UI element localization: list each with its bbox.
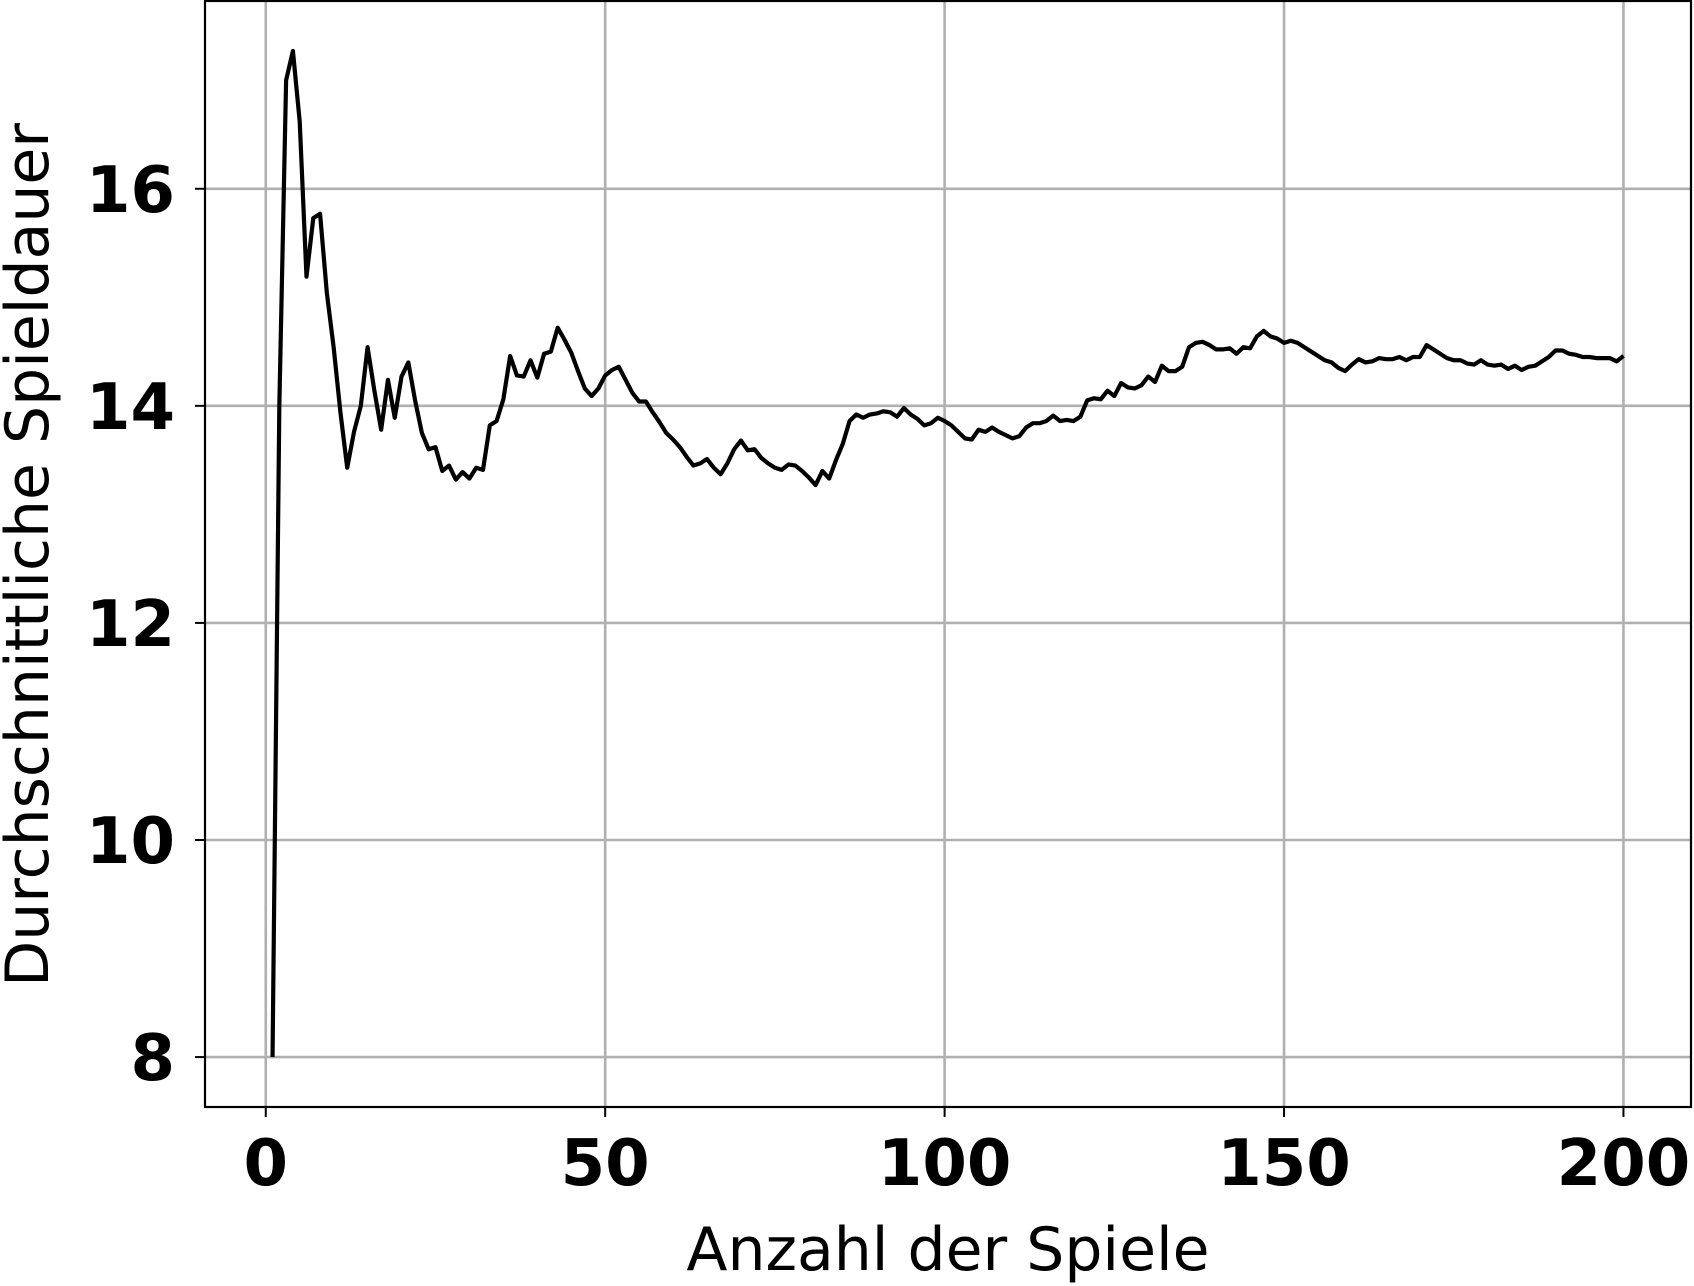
y-tick-label: 8 <box>130 1022 175 1096</box>
y-tick-label: 10 <box>86 805 175 879</box>
x-axis-label: Anzahl der Spiele <box>686 1215 1209 1285</box>
plot-frame <box>203 0 1693 1109</box>
y-tick-label: 16 <box>86 154 175 228</box>
y-tick-label: 14 <box>86 371 175 445</box>
x-tick-label: 50 <box>561 1127 650 1201</box>
x-tick-label: 150 <box>1217 1127 1351 1201</box>
x-tick-label: 0 <box>243 1127 288 1201</box>
x-tick-label: 200 <box>1557 1127 1691 1201</box>
data-line <box>270 48 1625 1058</box>
y-tick-label: 12 <box>86 588 175 662</box>
y-axis-label: Durchschnittliche Spieldauer <box>0 123 63 987</box>
x-tick-label: 100 <box>878 1127 1012 1201</box>
